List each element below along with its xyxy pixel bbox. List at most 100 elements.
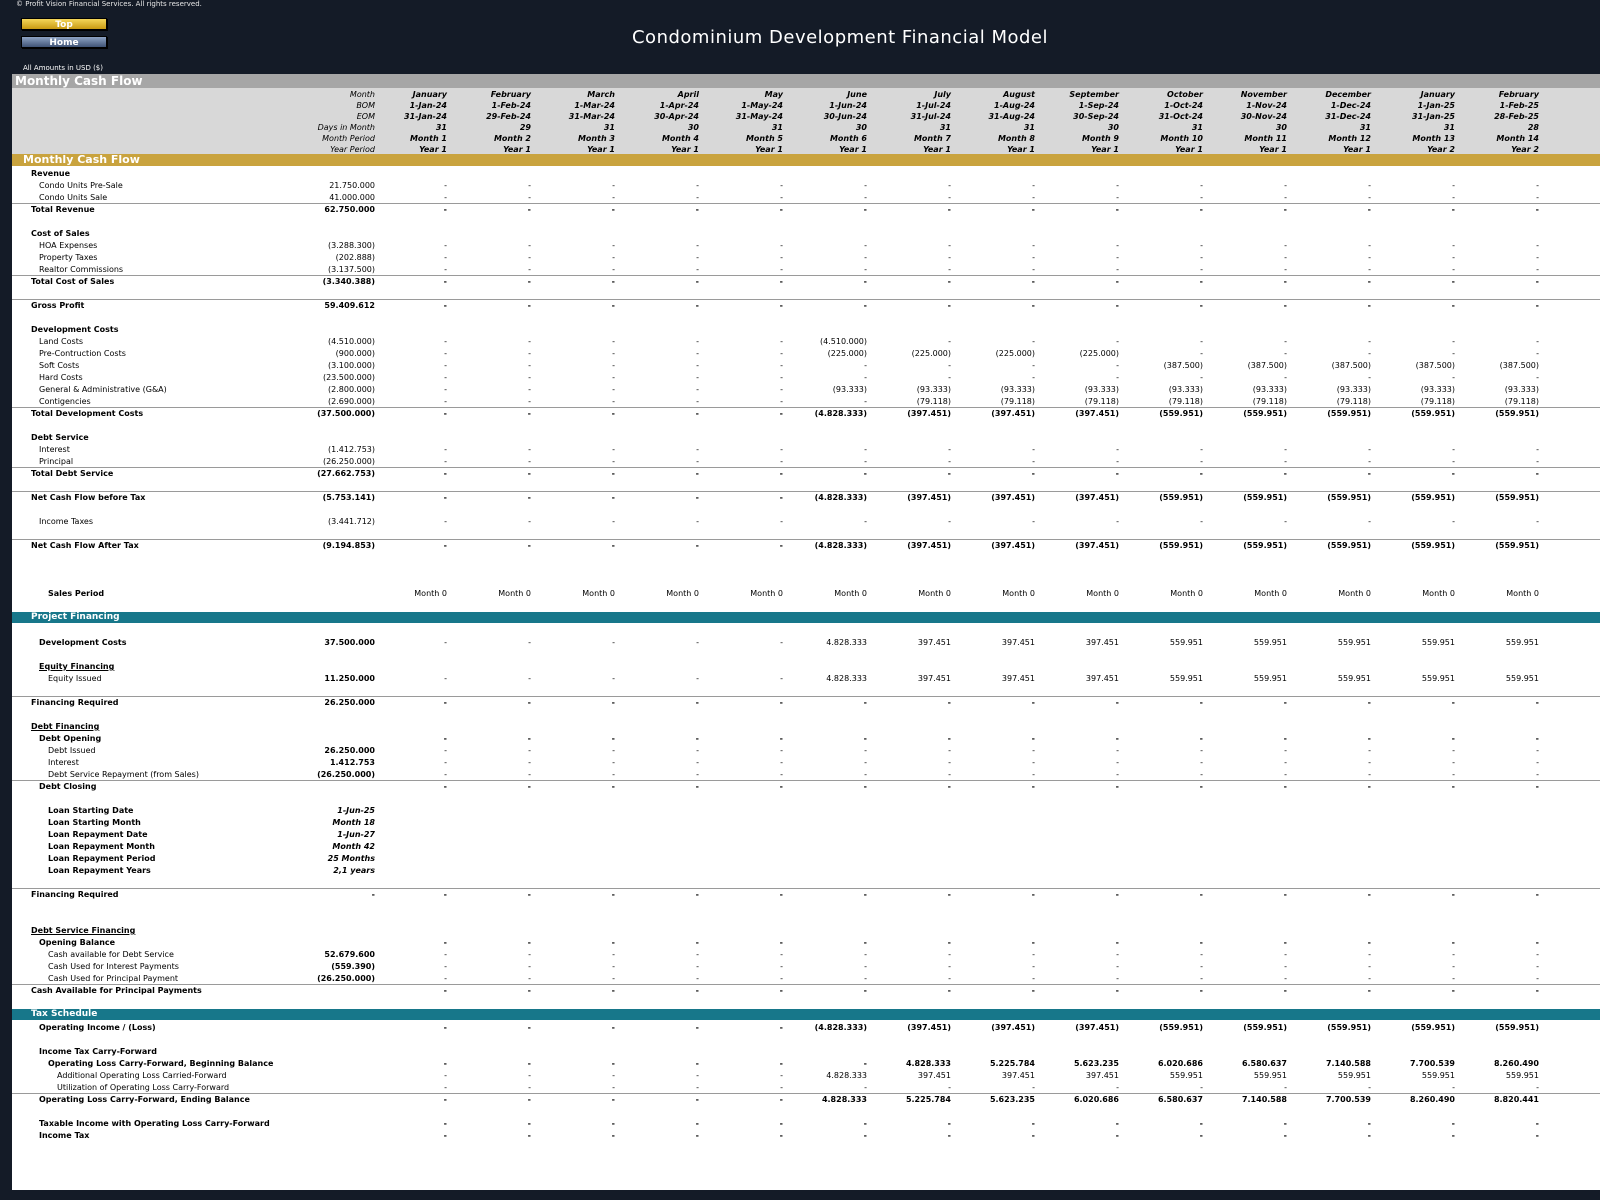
- top-button[interactable]: Top: [21, 18, 107, 30]
- table-row[interactable]: Loan Repayment Period 25 Months: [12, 853, 1600, 865]
- table-row[interactable]: Condo Units Sale 41.000.000 - - - - - - - - - - - - - -: [12, 192, 1600, 204]
- table-row[interactable]: Loan Starting Date 1-Jun-25: [12, 805, 1600, 817]
- table-row[interactable]: Total Development Costs (37.500.000) - - - - -…: [12, 408, 1600, 420]
- table-row[interactable]: Taxable Income with Operating Loss Carry…: [12, 1118, 1600, 1130]
- table-row[interactable]: Opening Balance - - - - - - - - - - - - - -: [12, 937, 1600, 949]
- cell: -: [948, 193, 951, 202]
- table-row[interactable]: Debt Service Repayment (from Sales) (26.2…: [12, 769, 1600, 781]
- table-row[interactable]: Debt Closing - - - - - - - - - - - - - -: [12, 781, 1600, 793]
- table-row[interactable]: Financing Required 26.250.000 - - - - - - - - - - - -…: [12, 697, 1600, 709]
- table-row[interactable]: Total Cost of Sales (3.340.388) - - - - - - - - - -…: [12, 276, 1600, 288]
- table-row[interactable]: Equity Financing: [12, 661, 1600, 673]
- table-row[interactable]: Principal (26.250.000) - - - - - - - - - - - - - -: [12, 456, 1600, 468]
- table-row[interactable]: Total Debt Service (27.662.753) - - - - - - - - - -…: [12, 468, 1600, 480]
- table-row[interactable]: Pre-Contruction Costs (900.000) - - - - - (225.…: [12, 348, 1600, 360]
- table-row[interactable]: Cash Available for Principal Payments - - -…: [12, 985, 1600, 997]
- table-row[interactable]: Sales Period Month 0 Month 0 Month 0 Month 0…: [12, 588, 1600, 600]
- cell: -: [1452, 193, 1455, 202]
- table-row[interactable]: Revenue: [12, 168, 1600, 180]
- row-label: Debt Service Repayment (from Sales): [48, 770, 199, 779]
- cell: -: [1535, 938, 1539, 947]
- table-row[interactable]: Equity Issued 11.250.000 - - - - - 4.828.333 397…: [12, 673, 1600, 685]
- home-button[interactable]: Home: [21, 36, 107, 48]
- table-row[interactable]: Soft Costs (3.100.000) - - - - - - - - - (387.500) (…: [12, 360, 1600, 372]
- table-row[interactable]: Debt Issued 26.250.000 - - - - - - - - - - - - - -: [12, 745, 1600, 757]
- table-row[interactable]: Property Taxes (202.888) - - - - - - - - - - - - - -: [12, 252, 1600, 264]
- table-row[interactable]: Interest (1.412.753) - - - - - - - - - - - - - -: [12, 444, 1600, 456]
- table-row[interactable]: Development Costs: [12, 324, 1600, 336]
- row-label: Equity Financing: [39, 662, 115, 671]
- cell: -: [948, 974, 951, 983]
- table-row[interactable]: Debt Service Financing: [12, 925, 1600, 937]
- table-row[interactable]: Debt Opening - - - - - - - - - - - - - -: [12, 733, 1600, 745]
- cell: -: [1284, 770, 1287, 779]
- table-row[interactable]: Financing Required - - - - - - - - - - - - - - -: [12, 889, 1600, 901]
- cell: -: [528, 373, 531, 382]
- cell: -: [444, 253, 447, 262]
- cell: (559.951): [1411, 409, 1455, 418]
- table-row[interactable]: Operating Income / (Loss) - - - - - (4.828.333…: [12, 1022, 1600, 1034]
- table-row[interactable]: Additional Operating Loss Carried-Forwar…: [12, 1070, 1600, 1082]
- cell: -: [612, 517, 615, 526]
- table-row[interactable]: Loan Starting Month Month 18: [12, 817, 1600, 829]
- header-cell: 28-Feb-25: [1494, 112, 1539, 121]
- table-row[interactable]: Debt Service: [12, 432, 1600, 444]
- spreadsheet[interactable]: Monthly Cash Flow Month January February Ma…: [12, 74, 1600, 1190]
- cell: -: [1368, 517, 1371, 526]
- table-row[interactable]: Loan Repayment Years 2,1 years: [12, 865, 1600, 877]
- table-row[interactable]: Net Cash Flow After Tax (9.194.853) - - - - - (…: [12, 540, 1600, 552]
- table-row[interactable]: Income Tax Carry-Forward: [12, 1046, 1600, 1058]
- cell: -: [528, 517, 531, 526]
- row-label: Debt Financing: [31, 722, 100, 731]
- table-row[interactable]: Debt Financing: [12, 721, 1600, 733]
- cell: -: [696, 193, 699, 202]
- cell: -: [1367, 938, 1371, 947]
- header-cell: 30-Sep-24: [1073, 112, 1119, 121]
- table-row[interactable]: Cost of Sales: [12, 228, 1600, 240]
- table-row[interactable]: HOA Expenses (3.288.300) - - - - - - - - - - - - - -: [12, 240, 1600, 252]
- cell: -: [443, 698, 447, 707]
- table-row[interactable]: Net Cash Flow before Tax (5.753.141) - - - - -…: [12, 492, 1600, 504]
- header-cell: 1-Feb-25: [1499, 101, 1539, 110]
- table-row[interactable]: Interest 1.412.753 - - - - - - - - - - - - - -: [12, 757, 1600, 769]
- cell: -: [1032, 337, 1035, 346]
- cell: (93.333): [1504, 385, 1539, 394]
- cell: -: [864, 457, 867, 466]
- table-row[interactable]: General & Administrative (G&A) (2.800.000…: [12, 384, 1600, 396]
- cell: -: [779, 1119, 783, 1128]
- cell: 397.451: [917, 674, 951, 683]
- table-row[interactable]: Cash Used for Principal Payment (26.250.0…: [12, 973, 1600, 985]
- cell: -: [1367, 1131, 1371, 1140]
- cell: -: [1115, 782, 1119, 791]
- table-row[interactable]: Loan Repayment Month Month 42: [12, 841, 1600, 853]
- table-row[interactable]: Land Costs (4.510.000) - - - - - (4.510.000) - - -…: [12, 336, 1600, 348]
- cell: -: [443, 734, 447, 743]
- table-row[interactable]: Cash Used for Interest Payments (559.390)…: [12, 961, 1600, 973]
- table-row[interactable]: Utilization of Operating Loss Carry-Forw…: [12, 1082, 1600, 1094]
- table-row[interactable]: Operating Loss Carry-Forward, Beginning …: [12, 1058, 1600, 1070]
- cell: -: [696, 265, 699, 274]
- cell: -: [696, 950, 699, 959]
- table-row[interactable]: Total Revenue 62.750.000 - - - - - - - - - - - - - -: [12, 204, 1600, 216]
- table-row[interactable]: Income Tax - - - - - - - - - - - - - -: [12, 1130, 1600, 1142]
- table-row[interactable]: Realtor Commissions (3.137.500) - - - - - - - - - -…: [12, 264, 1600, 276]
- cell: -: [528, 770, 531, 779]
- cell: -: [695, 986, 699, 995]
- cell: (559.951): [1159, 409, 1203, 418]
- table-row[interactable]: Contigencies (2.690.000) - - - - - - (79.118) (79…: [12, 396, 1600, 408]
- cell: (397.451): [907, 1023, 951, 1032]
- table-row[interactable]: Loan Repayment Date 1-Jun-27: [12, 829, 1600, 841]
- table-row[interactable]: Gross Profit 59.409.612 - - - - - - - - - - - - - -: [12, 300, 1600, 312]
- cell: -: [1283, 469, 1287, 478]
- cell: -: [863, 890, 867, 899]
- table-row[interactable]: Cash available for Debt Service 52.679.60…: [12, 949, 1600, 961]
- table-row[interactable]: Operating Loss Carry-Forward, Ending Bal…: [12, 1094, 1600, 1106]
- table-row[interactable]: Hard Costs (23.500.000) - - - - - - - - - - - - - -: [12, 372, 1600, 384]
- cell: -: [1536, 962, 1539, 971]
- cell: -: [1368, 445, 1371, 454]
- cell: (559.951): [1495, 541, 1539, 550]
- table-row[interactable]: Income Taxes (3.441.712) - - - - - - - - - - - - - -: [12, 516, 1600, 528]
- table-row[interactable]: Condo Units Pre-Sale 21.750.000 - - - - - - - - - -…: [12, 180, 1600, 192]
- table-row[interactable]: Development Costs 37.500.000 - - - - - 4.828.33…: [12, 637, 1600, 649]
- header-cell: October: [1167, 90, 1203, 99]
